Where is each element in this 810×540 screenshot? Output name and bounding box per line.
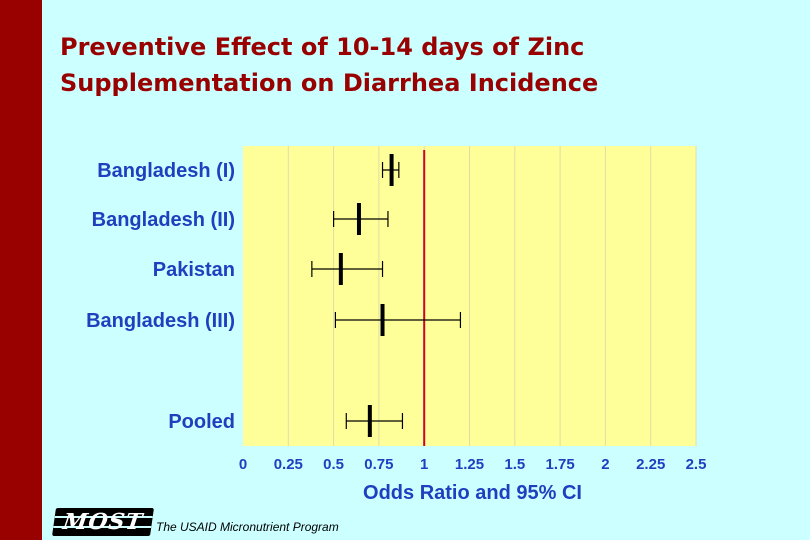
x-tick-labels: 0 0.25 0.5 0.75 1 1.25 1.5 1.75 2 2.25 2.5	[239, 456, 707, 473]
x-tick-label: 1.25	[455, 456, 484, 473]
x-tick-label: 1.5	[504, 456, 525, 473]
study-label: Pooled	[168, 411, 235, 433]
x-tick-label: 1	[420, 456, 428, 473]
x-axis-label: Odds Ratio and 95% CI	[363, 482, 582, 504]
left-accent-bar	[0, 0, 42, 540]
most-logo: MOST	[52, 508, 154, 536]
study-mark	[333, 203, 389, 235]
x-tick-label: 0.75	[364, 456, 393, 473]
x-tick-label: 2.25	[636, 456, 665, 473]
x-tick-label: 2	[601, 456, 609, 473]
footer-text: The USAID Micronutrient Program	[156, 520, 339, 534]
study-label: Pakistan	[153, 259, 235, 281]
x-tick-label: 0.25	[274, 456, 303, 473]
study-labels: Bangladesh (I) Bangladesh (II) Pakistan Ban…	[86, 160, 235, 433]
x-tick-label: 1.75	[545, 456, 574, 473]
title-line-1: Preventive Effect of 10-14 days of Zinc	[60, 33, 585, 61]
study-label: Bangladesh (I)	[97, 160, 235, 182]
study-label: Bangladesh (II)	[92, 209, 235, 231]
x-tick-label: 2.5	[686, 456, 707, 473]
study-mark	[334, 304, 462, 336]
title-line-2: Supplementation on Diarrhea Incidence	[60, 69, 599, 97]
slide-title: Preventive Effect of 10-14 days of Zinc …	[60, 29, 598, 101]
x-tick-label: 0	[239, 456, 247, 473]
study-mark	[311, 253, 384, 285]
study-mark	[381, 154, 400, 186]
grid-lines	[287, 146, 697, 446]
study-marks	[311, 154, 462, 437]
study-mark	[345, 405, 404, 437]
study-label: Bangladesh (III)	[86, 310, 235, 332]
logo-text: MOST	[61, 509, 145, 535]
x-tick-label: 0.5	[323, 456, 344, 473]
